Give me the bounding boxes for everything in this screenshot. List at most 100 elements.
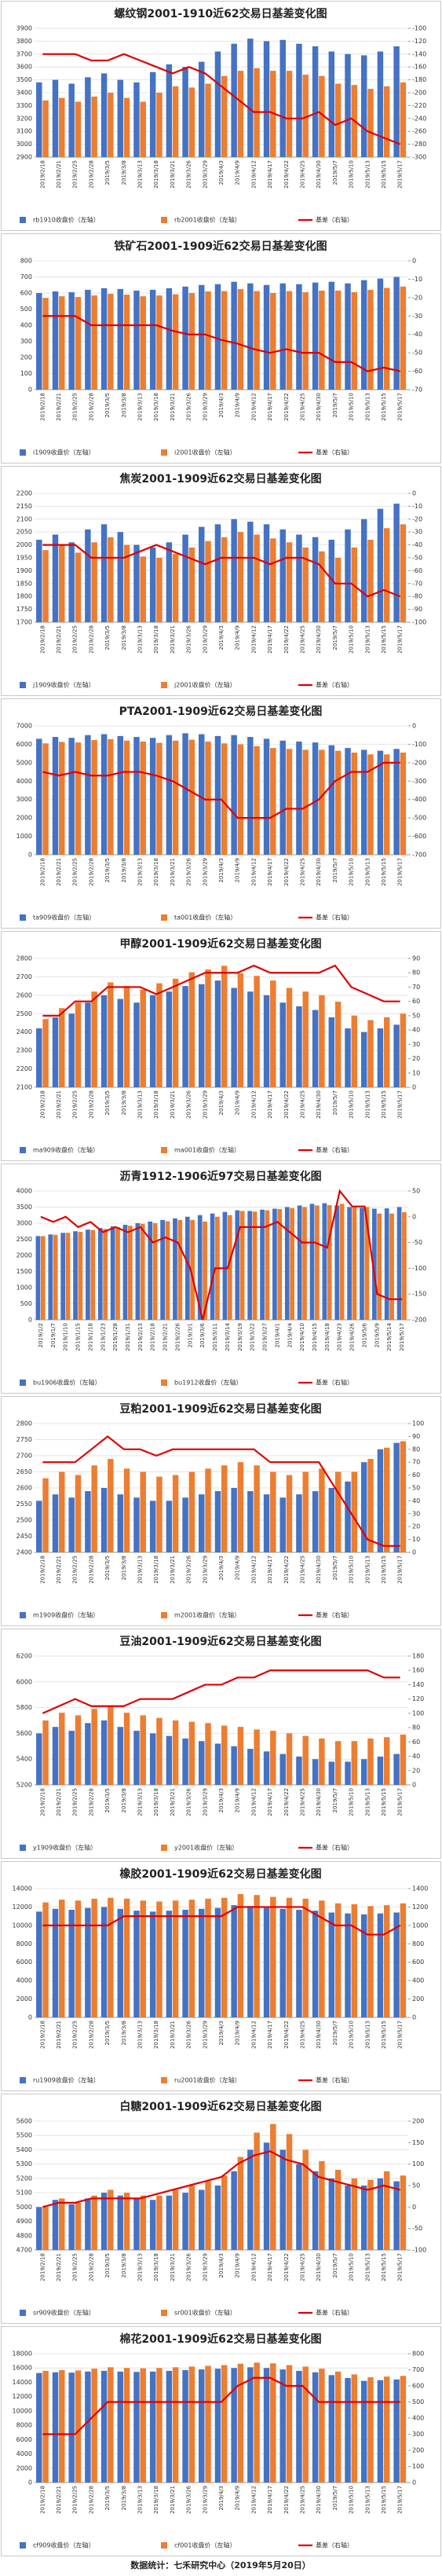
x-tick-label: 2019/4/30: [316, 1090, 322, 1119]
y-tick-label: 3500: [16, 1204, 32, 1211]
y-tick-label: 3000: [16, 141, 32, 148]
x-tick-label: 2019/3/8: [121, 2253, 127, 2277]
bar: [312, 2372, 319, 2483]
footer: 数据统计：七禾研究中心（2019年5月20日）: [130, 2560, 311, 2571]
x-tick-label: 2019/4/3: [218, 1090, 225, 1115]
y-tick-label: 4000: [16, 778, 32, 785]
bar: [42, 298, 49, 390]
y2-tick-label: 200: [412, 2118, 424, 2125]
bar: [302, 75, 309, 157]
bar: [279, 740, 286, 855]
bar: [214, 1491, 221, 1552]
x-tick-label: 2019/3/6: [199, 1322, 206, 1347]
bar: [188, 87, 195, 157]
legend-swatch: [161, 217, 167, 223]
x-tick-label: 2019/5/7: [332, 393, 338, 417]
x-tick-label: 2019/2/25: [72, 2253, 79, 2281]
y2-tick-label: 0: [412, 1213, 416, 1220]
legend-label: i1909收盘价（左轴）: [33, 449, 95, 456]
bar: [140, 1900, 146, 2017]
bar: [177, 1219, 183, 1320]
bar: [85, 2371, 91, 2483]
bar: [383, 528, 390, 622]
bar: [199, 2369, 205, 2483]
bar: [345, 1761, 351, 1785]
bar: [383, 2376, 390, 2483]
y2-tick-label: -140: [412, 50, 426, 57]
bar: [214, 1743, 221, 1785]
y-tick-label: 3200: [16, 115, 32, 122]
bar: [36, 293, 42, 390]
y-tick-label: 3800: [16, 38, 32, 45]
bar: [117, 288, 123, 390]
bar: [36, 82, 42, 157]
legend-swatch: [161, 1147, 167, 1153]
legend-swatch: [20, 449, 26, 456]
x-tick-label: 2019/3/26: [186, 1555, 192, 1583]
y-tick-label: 5000: [16, 2204, 32, 2211]
bar: [270, 980, 276, 1087]
bar: [263, 1494, 270, 1552]
bar: [351, 1471, 358, 1552]
y2-tick-label: -60: [412, 567, 422, 574]
bar: [205, 540, 211, 622]
x-tick-label: 2019/5/7: [332, 625, 338, 650]
x-tick-label: 2019/5/15: [381, 393, 387, 421]
bar: [172, 978, 179, 1087]
y2-tick-label: 200: [412, 1995, 424, 2003]
x-tick-label: 2019/3/29: [202, 2021, 208, 2049]
x-tick-label: 2019/2/18: [39, 858, 46, 886]
x-tick-label: 2019/3/26: [186, 2252, 192, 2281]
y-tick-label: 5100: [16, 2189, 32, 2197]
bar: [270, 1896, 276, 2017]
bar: [351, 2178, 358, 2250]
bar: [296, 2370, 302, 2483]
y2-tick-label: -10: [412, 503, 422, 510]
bar: [221, 2175, 228, 2250]
y-tick-label: 2300: [16, 1047, 32, 1054]
x-tick-label: 2019/5/10: [349, 858, 355, 886]
bar: [214, 1907, 221, 2017]
bar: [315, 1205, 320, 1320]
y-tick-label: 3600: [16, 64, 32, 71]
bar: [52, 2372, 59, 2483]
y-tick-label: 2150: [16, 503, 32, 510]
bar: [302, 547, 309, 622]
bar: [279, 1002, 286, 1087]
x-tick-label: 2019/4/12: [250, 1788, 257, 1816]
bar: [156, 558, 163, 622]
x-tick-label: 2019/4/22: [283, 2253, 290, 2281]
bar: [108, 294, 114, 390]
bar: [302, 1735, 309, 1785]
bar: [156, 2195, 163, 2250]
bar: [231, 2171, 237, 2250]
x-tick-label: 2019/3/29: [202, 2486, 208, 2514]
y2-tick-label: 400: [412, 1977, 424, 1984]
x-tick-label: 2019/5/13: [364, 160, 371, 189]
bar: [312, 1911, 319, 2017]
x-tick-label: 2019/5/15: [381, 2021, 387, 2049]
bar: [328, 281, 335, 390]
x-tick-label: 2019/2/21: [56, 2486, 62, 2514]
x-tick-label: 2019/5/13: [364, 2253, 371, 2281]
legend-label: 基差（右轴）: [316, 449, 353, 456]
chart-frame: [1, 931, 441, 1161]
y2-tick-label: 180: [412, 1653, 424, 1660]
y-tick-label: 2700: [16, 1453, 32, 1460]
y-tick-label: 2700: [16, 973, 32, 980]
bar: [328, 2375, 335, 2483]
bar: [312, 2171, 319, 2250]
y2-tick-label: 50: [412, 1485, 420, 1492]
bar: [334, 1903, 342, 2017]
bar: [235, 1210, 240, 1320]
y-tick-label: 3900: [16, 25, 32, 32]
y-tick-label: 2200: [16, 1065, 32, 1072]
bar: [360, 749, 367, 855]
bar: [384, 1208, 389, 1320]
y-tick-label: 5400: [16, 2146, 32, 2153]
x-tick-label: 2019/5/15: [381, 2486, 387, 2514]
bar: [156, 742, 163, 855]
x-tick-label: 2019/4/3: [218, 858, 225, 882]
x-tick-label: 2019/3/29: [202, 858, 208, 886]
y2-tick-label: -50: [412, 555, 422, 562]
